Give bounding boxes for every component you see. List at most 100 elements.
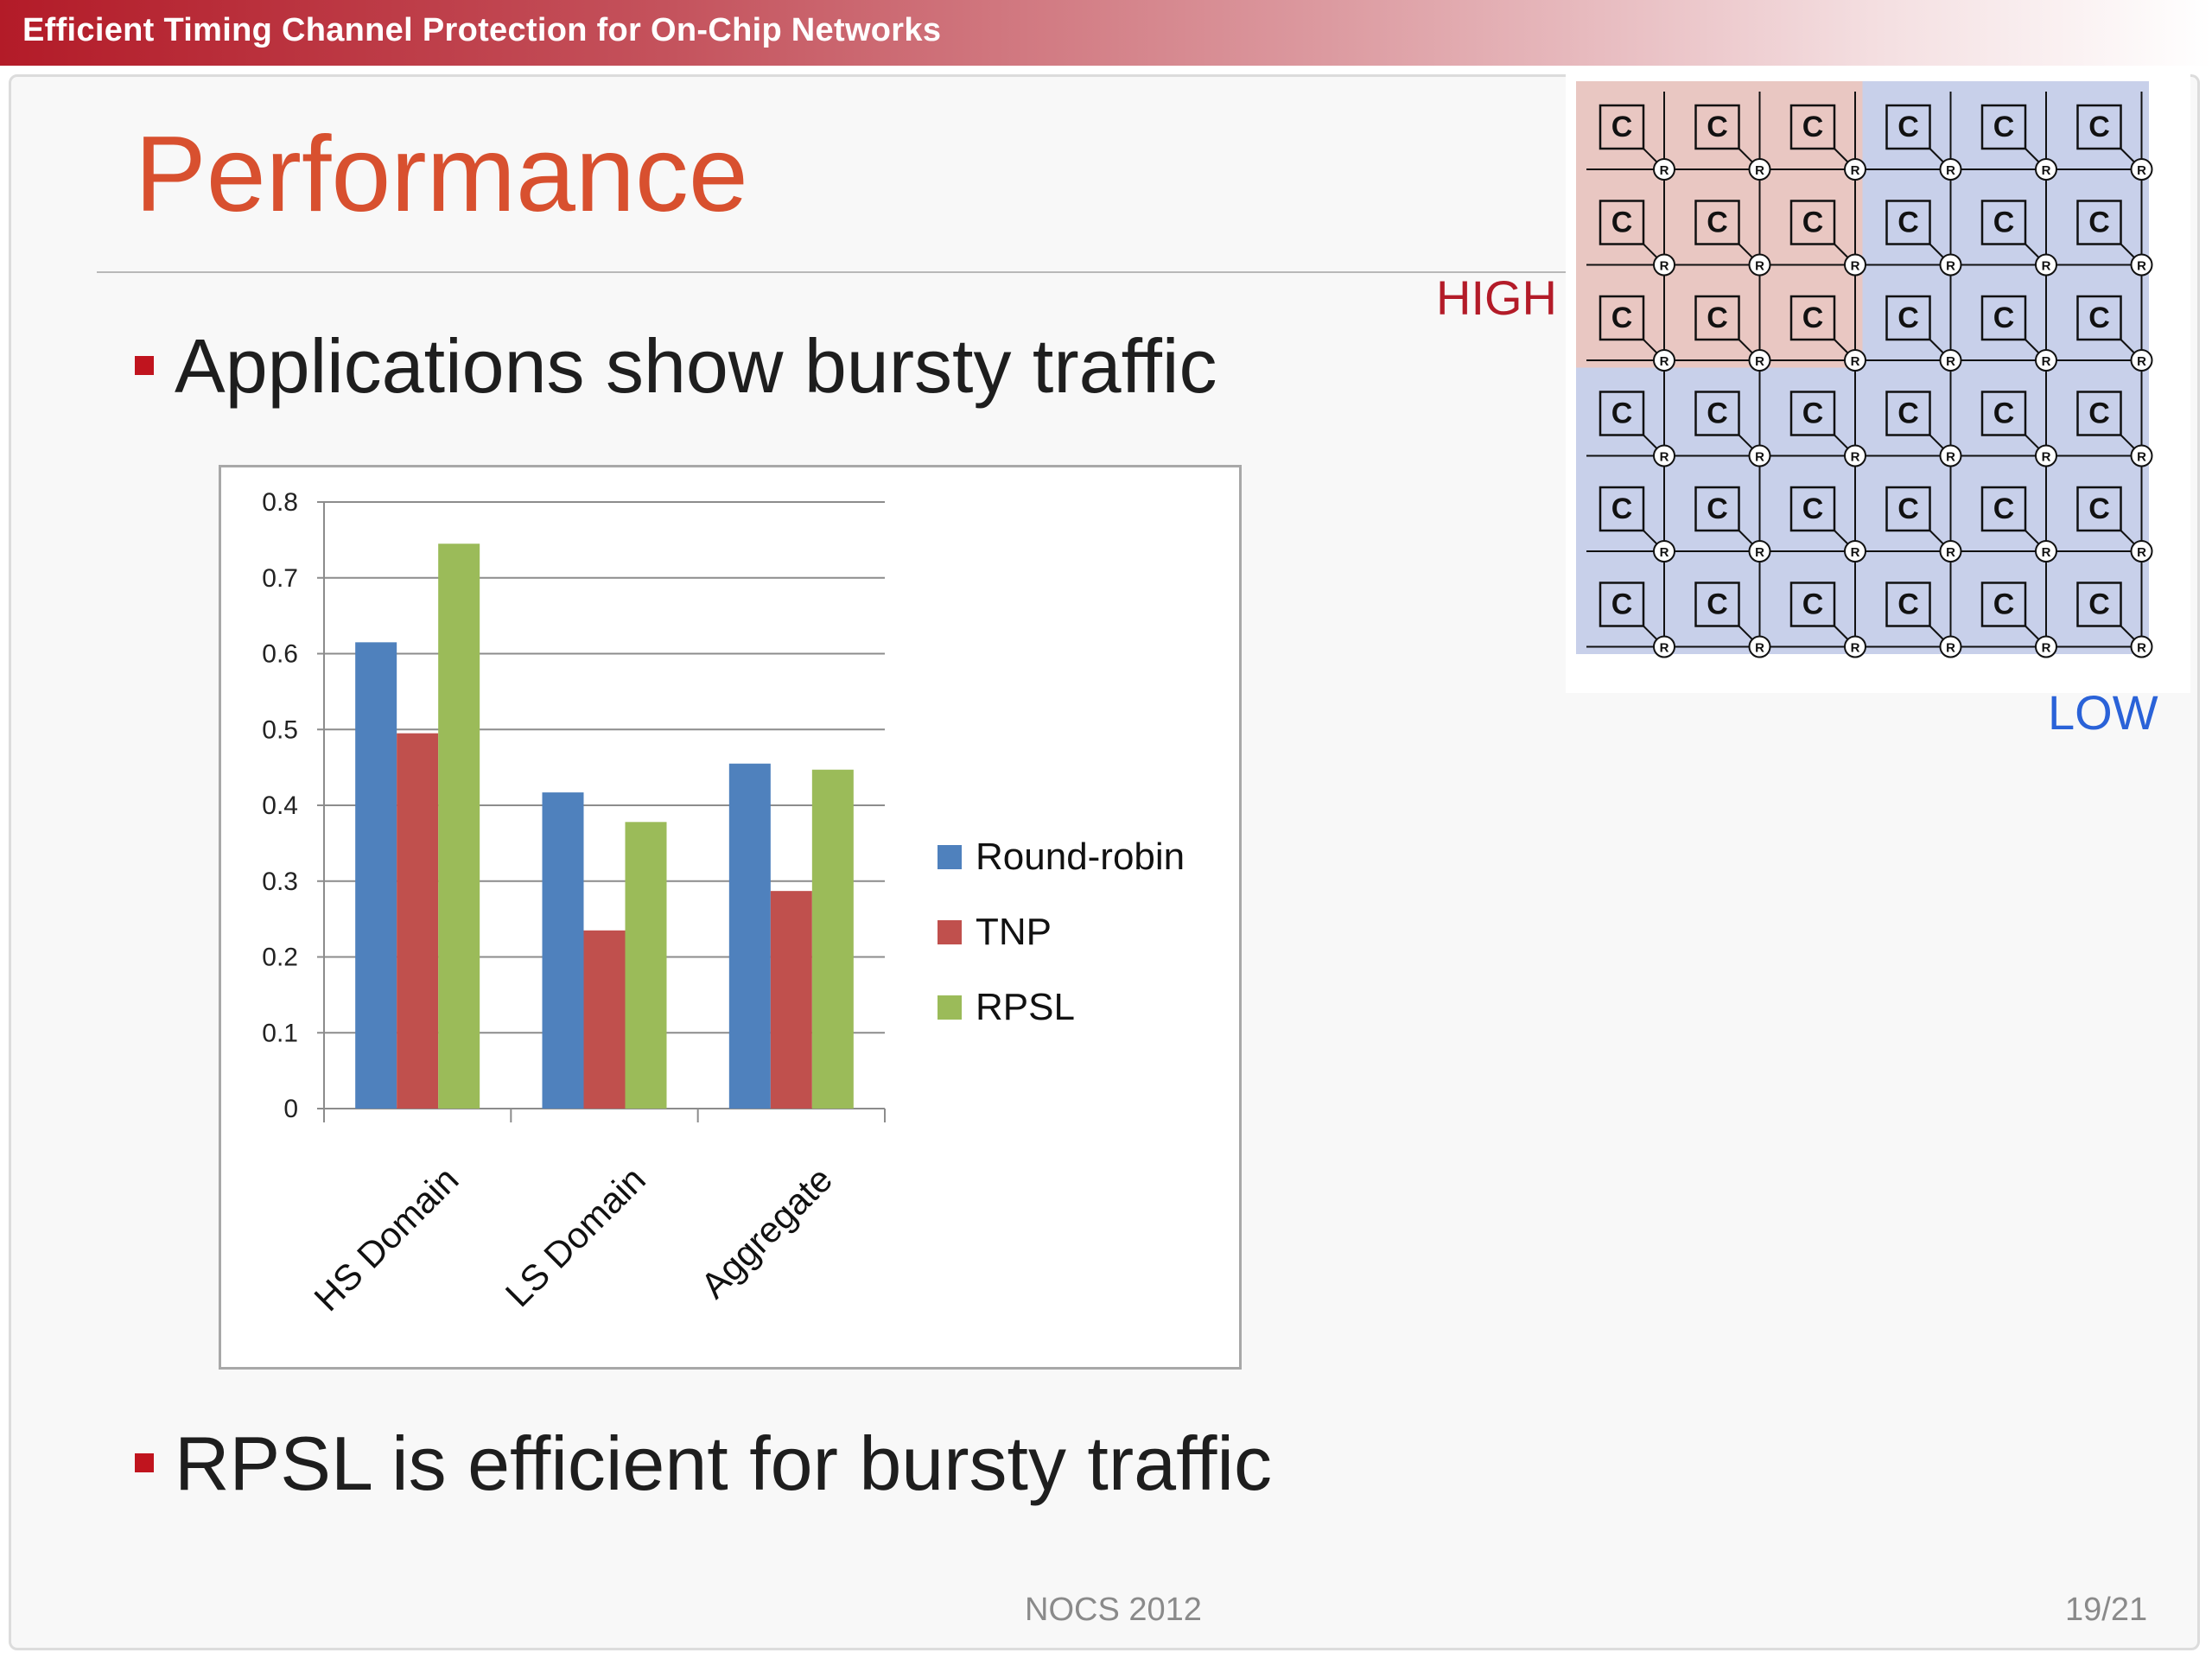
core-label: C [1897, 397, 1919, 430]
router-label: R [1851, 163, 1860, 178]
router-node [2035, 444, 2057, 467]
core-label: C [2088, 397, 2110, 430]
core-box [1694, 391, 1740, 436]
header-bar: Efficient Timing Channel Protection for … [0, 0, 2212, 66]
core-label: C [2088, 588, 2110, 621]
core-box [2076, 200, 2122, 245]
router-node [1653, 253, 1675, 276]
core-box [1980, 295, 2027, 341]
router-node [1748, 635, 1771, 658]
router-label: R [1851, 545, 1860, 560]
router-node [1939, 158, 1962, 181]
router-node [1653, 635, 1675, 658]
router-label: R [2137, 163, 2146, 178]
y-tick-label: 0.5 [262, 715, 298, 744]
y-tick-label: 0.7 [262, 564, 298, 593]
router-label: R [1660, 163, 1669, 178]
core-box [1789, 391, 1836, 436]
router-node [2035, 349, 2057, 372]
core-box [2076, 582, 2122, 627]
core-label: C [2088, 207, 2110, 239]
router-label: R [1946, 450, 1955, 465]
bar-round-robin [542, 792, 584, 1109]
legend-swatch [938, 995, 962, 1020]
router-node [2130, 158, 2153, 181]
router-node [2035, 635, 2057, 658]
y-tick-label: 0.2 [262, 944, 298, 972]
mesh-network-diagram: C R C R C R C R C R C R C R C R C R C R C R C R C R C R C R C R C R C R C R C R… [1566, 71, 2190, 693]
router-node [1748, 158, 1771, 181]
bar-chart-canvas: 0 0.1 0.2 0.3 0.4 0.5 0.6 0.7 0.8 HS Domain LS Dom… [262, 488, 1185, 1319]
router-node [1939, 444, 1962, 467]
router-label: R [1660, 641, 1669, 656]
presentation-title: Efficient Timing Channel Protection for … [22, 12, 942, 48]
core-box [1980, 391, 2027, 436]
core-label: C [1802, 493, 1824, 525]
y-tick-label: 0.1 [262, 1019, 298, 1047]
router-node [1939, 540, 1962, 563]
router-node [1748, 540, 1771, 563]
core-box [1789, 486, 1836, 532]
core-box [1694, 295, 1740, 341]
router-node [1653, 444, 1675, 467]
slide-title: Performance [135, 115, 748, 234]
bullet-square-icon [135, 1452, 154, 1472]
y-tick-label: 0.8 [262, 488, 298, 517]
core-box [1885, 200, 1931, 245]
router-node [1844, 349, 1866, 372]
router-label: R [1755, 163, 1764, 178]
router-label: R [1755, 354, 1764, 369]
router-label: R [2137, 259, 2146, 274]
core-label: C [1993, 588, 2015, 621]
router-label: R [1946, 259, 1955, 274]
core-box [1599, 391, 1645, 436]
core-box [1694, 582, 1740, 627]
legend-label: TNP [976, 911, 1052, 953]
x-category-label: HS Domain [306, 1159, 466, 1319]
router-node [1939, 635, 1962, 658]
core-box [2076, 295, 2122, 341]
router-node [2130, 349, 2153, 372]
core-label: C [1802, 207, 1824, 239]
router-label: R [1755, 641, 1764, 656]
core-box [1980, 104, 2027, 150]
core-label: C [1707, 588, 1728, 621]
router-node [1844, 635, 1866, 658]
router-label: R [1851, 354, 1860, 369]
core-box [1885, 295, 1931, 341]
bar-rpsl [625, 822, 667, 1109]
router-node [2035, 158, 2057, 181]
router-label: R [2042, 259, 2051, 274]
router-node [1844, 158, 1866, 181]
core-label: C [1611, 207, 1633, 239]
router-node [2035, 540, 2057, 563]
core-box [1599, 582, 1645, 627]
core-box [1789, 582, 1836, 627]
bar-rpsl [438, 543, 480, 1109]
core-label: C [1611, 302, 1633, 334]
bar-chart: 0 0.1 0.2 0.3 0.4 0.5 0.6 0.7 0.8 HS Domain LS Dom… [219, 465, 1242, 1370]
router-label: R [2042, 163, 2051, 178]
router-label: R [1946, 354, 1955, 369]
core-box [2076, 104, 2122, 150]
high-domain-region [1576, 81, 1863, 368]
router-node [1748, 444, 1771, 467]
router-label: R [1660, 545, 1669, 560]
router-label: R [2042, 450, 2051, 465]
bar-round-robin [728, 763, 771, 1109]
bar-rpsl [811, 769, 854, 1109]
y-tick-label: 0.4 [262, 791, 298, 820]
core-label: C [1611, 397, 1633, 430]
bullet-text: RPSL is efficient for bursty traffic [175, 1421, 1272, 1506]
router-label: R [1660, 259, 1669, 274]
router-label: R [2042, 354, 2051, 369]
core-label: C [1897, 207, 1919, 239]
router-label: R [1660, 354, 1669, 369]
core-box [2076, 486, 2122, 532]
bar-tnp [397, 733, 439, 1109]
core-label: C [1611, 588, 1633, 621]
router-node [1653, 540, 1675, 563]
core-label: C [1993, 302, 2015, 334]
core-label: C [1897, 493, 1919, 525]
core-label: C [1611, 111, 1633, 143]
